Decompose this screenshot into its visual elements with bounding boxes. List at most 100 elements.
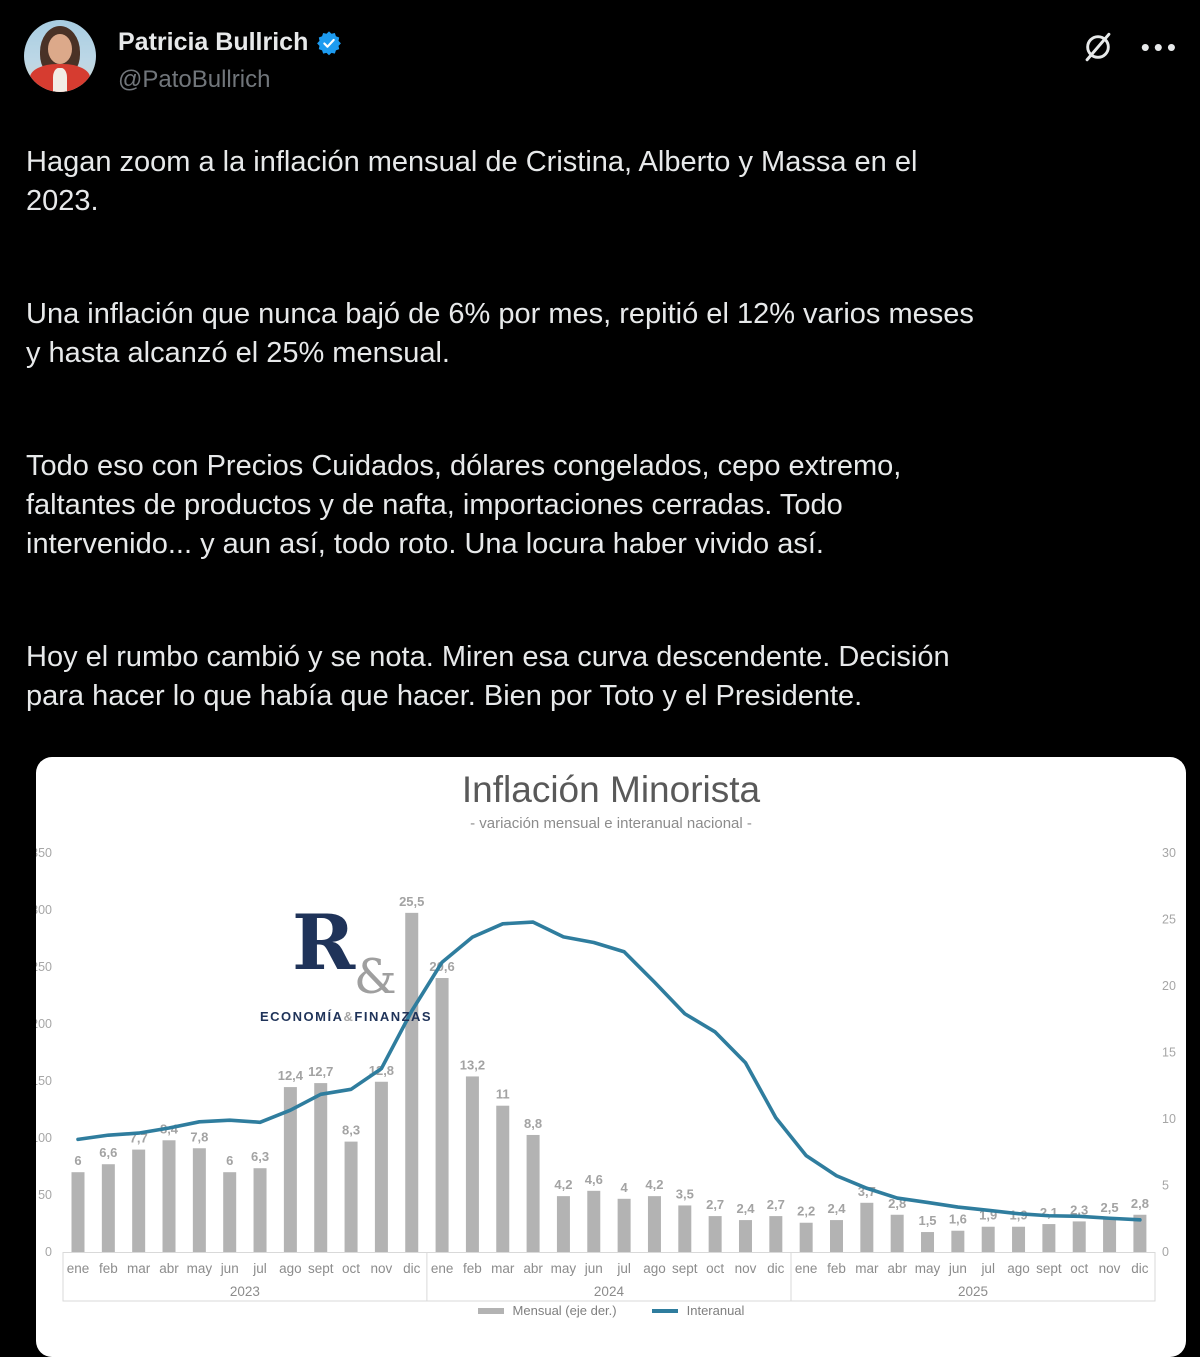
svg-text:6,3: 6,3 [251,1149,269,1164]
grok-icon[interactable] [1081,30,1115,64]
header-actions: ••• [1081,30,1180,64]
tweet-text: Hagan zoom a la inflación mensual de Cri… [26,143,1186,790]
svg-text:350: 350 [36,846,52,860]
svg-text:abr: abr [159,1261,179,1276]
bar [1072,1221,1086,1252]
svg-text:oct: oct [706,1261,724,1276]
bar [1103,1218,1117,1252]
svg-text:may: may [187,1261,213,1276]
svg-text:200: 200 [36,1017,52,1031]
svg-text:ene: ene [431,1261,454,1276]
bar [738,1220,752,1252]
svg-text:300: 300 [36,903,52,917]
svg-text:feb: feb [827,1261,846,1276]
bar [526,1134,540,1252]
svg-text:4,2: 4,2 [554,1177,572,1192]
svg-text:mar: mar [855,1261,879,1276]
svg-text:25,5: 25,5 [399,894,424,909]
svg-text:dic: dic [1131,1261,1149,1276]
svg-text:dic: dic [403,1261,421,1276]
svg-text:0: 0 [45,1245,52,1259]
tweet-paragraph: Una inflación que nunca bajó de 6% por m… [26,295,1186,373]
tweet-line: faltantes de productos y de nafta, impor… [26,489,843,521]
svg-text:2,8: 2,8 [1131,1196,1149,1211]
svg-text:2,7: 2,7 [767,1197,785,1212]
chart-legend: Mensual (eje der.) Interanual [36,1303,1186,1318]
bar [496,1105,510,1252]
svg-text:1,6: 1,6 [949,1212,967,1227]
svg-text:2,1: 2,1 [1040,1205,1058,1220]
avatar-art [53,68,67,92]
svg-text:7,8: 7,8 [190,1129,208,1144]
legend-bar-swatch [477,1307,504,1314]
tweet-paragraph: Hagan zoom a la inflación mensual de Cri… [26,143,1186,221]
svg-text:sept: sept [672,1261,698,1276]
bar [101,1164,115,1252]
svg-text:2,7: 2,7 [706,1197,724,1212]
bar [799,1222,813,1252]
svg-text:ene: ene [67,1261,90,1276]
user-handle[interactable]: @PatoBullrich [118,66,271,93]
svg-text:11: 11 [496,1087,510,1102]
svg-text:may: may [915,1261,941,1276]
tweet-line: 2023. [26,185,99,217]
chart-subtitle: - variación mensual e interanual naciona… [470,815,752,832]
svg-text:2,5: 2,5 [1101,1200,1119,1215]
svg-text:feb: feb [463,1261,482,1276]
tweet-paragraph: Todo eso con Precios Cuidados, dólares c… [26,447,1186,564]
svg-text:20: 20 [1162,979,1176,993]
svg-text:2025: 2025 [958,1284,988,1299]
svg-text:jul: jul [980,1261,995,1276]
svg-text:nov: nov [1099,1261,1121,1276]
bar [253,1168,267,1252]
svg-text:mar: mar [127,1261,151,1276]
verified-badge-icon [317,30,342,55]
svg-text:150: 150 [36,1074,52,1088]
svg-text:8,8: 8,8 [524,1116,542,1131]
legend-line-label: Interanual [686,1303,745,1318]
bar [405,912,419,1252]
bar [344,1141,358,1252]
svg-text:ago: ago [279,1261,302,1276]
chart-attachment[interactable]: Inflación Minorista - variación mensual … [36,757,1186,1357]
svg-text:jun: jun [584,1261,603,1276]
bar [678,1205,692,1252]
legend-bar-label: Mensual (eje der.) [512,1303,617,1318]
svg-text:oct: oct [1070,1261,1088,1276]
svg-text:2,4: 2,4 [736,1201,755,1216]
bar [860,1202,874,1252]
bar [435,978,449,1252]
svg-text:abr: abr [523,1261,543,1276]
svg-text:0: 0 [1162,1245,1169,1259]
tweet-line: Una inflación que nunca bajó de 6% por m… [26,298,974,330]
svg-text:2,2: 2,2 [797,1204,815,1219]
svg-text:oct: oct [342,1261,360,1276]
display-name[interactable]: Patricia Bullrich [118,28,309,56]
svg-text:8,3: 8,3 [342,1123,360,1138]
svg-text:3,5: 3,5 [676,1186,694,1201]
svg-text:100: 100 [36,1131,52,1145]
svg-text:30: 30 [1162,846,1176,860]
svg-text:1,5: 1,5 [918,1213,936,1228]
bar [617,1198,631,1252]
svg-text:mar: mar [491,1261,515,1276]
svg-text:ene: ene [795,1261,818,1276]
bar [374,1081,388,1252]
bar [769,1216,783,1252]
avatar[interactable] [24,20,96,92]
logo-ampersand: & [354,949,397,1005]
bar-value-labels: 66,67,78,47,86 6,312,4 12,78,312,825,520,6… [74,894,1149,1228]
tweet-line: para hacer lo que había que hacer. Bien … [26,680,863,712]
bar [921,1232,935,1252]
bar [890,1214,904,1252]
svg-text:10: 10 [1162,1112,1176,1126]
bar [283,1087,297,1252]
more-options-icon[interactable]: ••• [1140,32,1180,62]
bar [981,1226,995,1252]
svg-text:abr: abr [887,1261,907,1276]
svg-text:jul: jul [616,1261,631,1276]
svg-text:12,7: 12,7 [308,1064,333,1079]
svg-text:50: 50 [38,1188,52,1202]
logo-letter: R [292,898,356,987]
user-identity: Patricia Bullrich @PatoBullrich [118,28,342,94]
